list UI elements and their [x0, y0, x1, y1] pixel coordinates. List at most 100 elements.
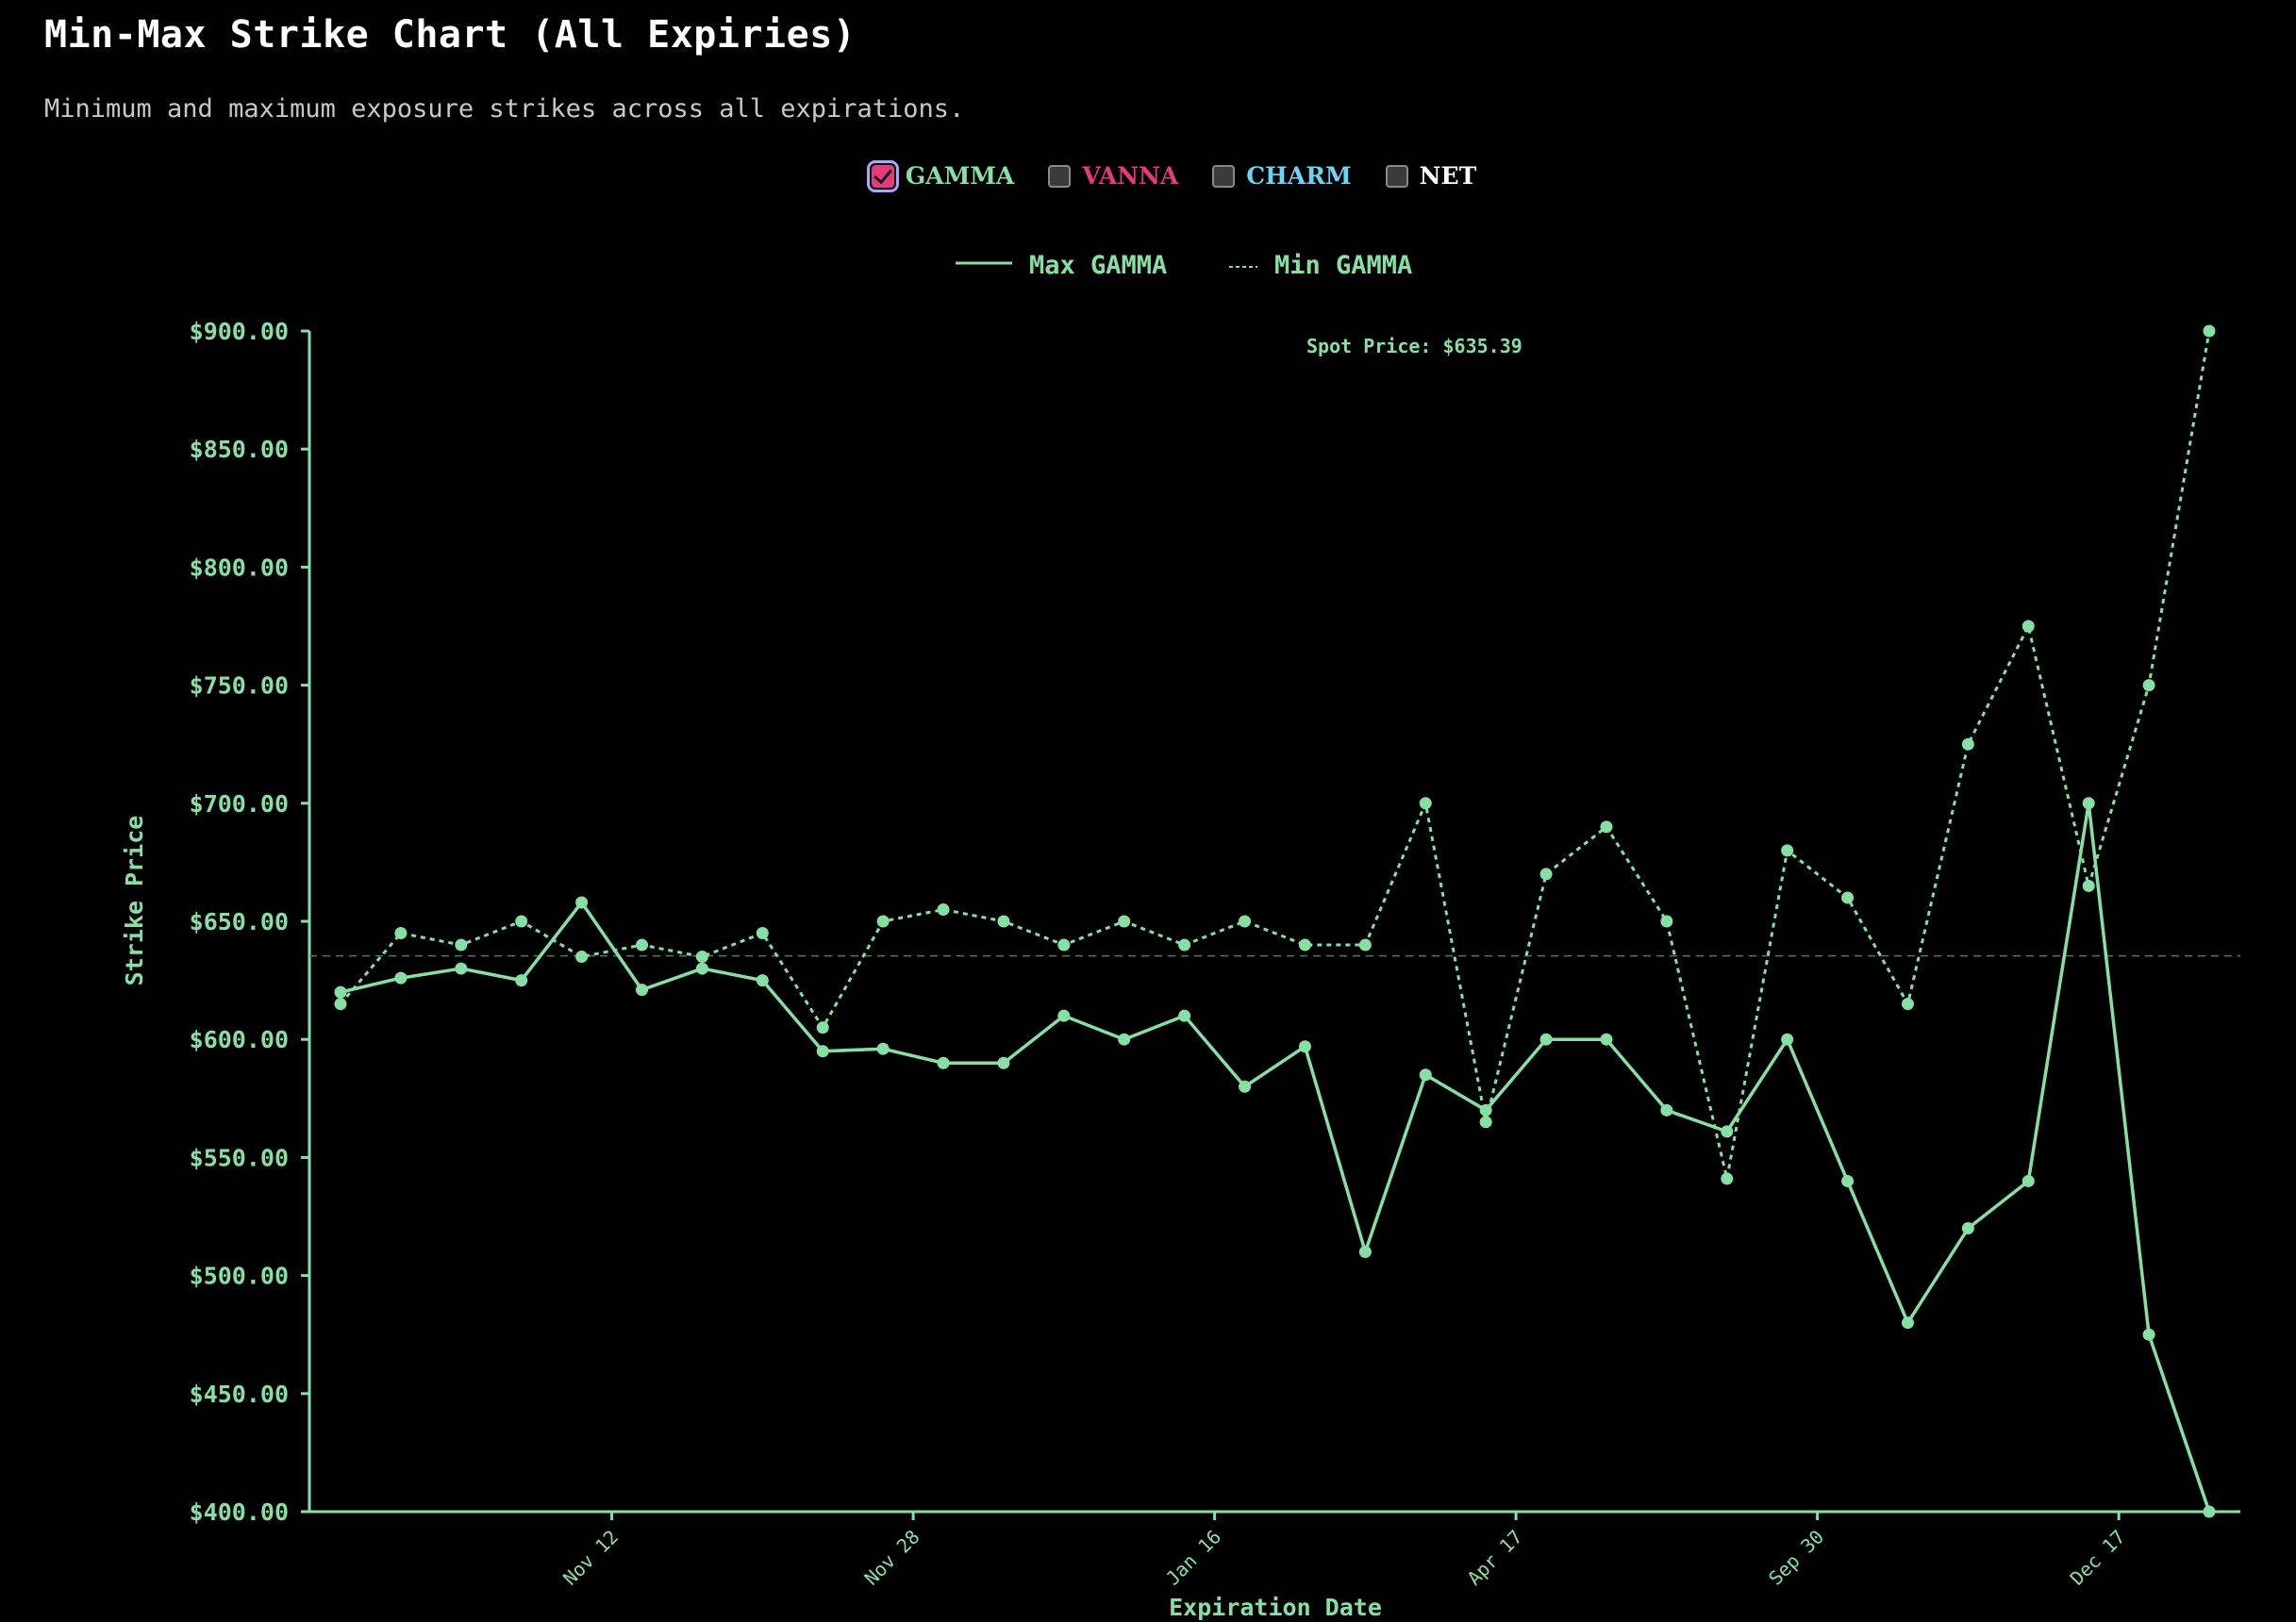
max-gamma-point [1057, 1009, 1071, 1022]
min-gamma-point [2142, 679, 2155, 692]
net-checkbox[interactable] [1385, 164, 1408, 188]
max-gamma-point [334, 985, 347, 999]
y-tick-label: $600.00 [190, 1026, 289, 1053]
y-tick-label: $900.00 [190, 318, 289, 345]
x-tick-label: Nov 28 [860, 1526, 924, 1590]
y-axis: $400.00 $450.00 $500.00 $550.00 $600.00 $650.… [190, 318, 311, 1526]
max-gamma-point [575, 896, 589, 909]
series-group [334, 324, 2216, 1518]
chart-legend: Max GAMMA Min GAMMA [956, 251, 1412, 280]
max-gamma-point [394, 971, 408, 985]
max-gamma-point [816, 1045, 829, 1058]
max-gamma-point [1721, 1125, 1734, 1138]
min-gamma-point [2203, 324, 2216, 338]
page-title: Min-Max Strike Chart (All Expiries) [44, 13, 857, 57]
x-axis: Nov 12 Nov 28 Jan 16 Apr 17 Sep 30 Dec 17 [309, 1510, 2240, 1590]
max-gamma-point [2021, 1174, 2035, 1187]
spot-price-label: Spot Price: $635.39 [1306, 335, 1522, 357]
max-gamma-point [1178, 1009, 1191, 1022]
min-gamma-point [455, 938, 468, 952]
max-gamma-point [1118, 1033, 1131, 1046]
max-gamma-point [2203, 1505, 2216, 1518]
max-gamma-point [1358, 1246, 1372, 1259]
min-gamma-point [1781, 844, 1794, 857]
max-gamma-point [695, 962, 708, 975]
min-gamma-point [1539, 868, 1553, 881]
max-gamma-point [937, 1056, 950, 1069]
min-gamma-point [394, 927, 408, 940]
x-tick-label: Dec 17 [2066, 1526, 2130, 1590]
max-gamma-point [2142, 1328, 2155, 1341]
min-gamma-point [2082, 879, 2095, 892]
max-gamma-point [1660, 1103, 1673, 1117]
y-axis-label: Strike Price [121, 816, 148, 986]
min-gamma-point [636, 938, 649, 952]
charm-checkbox[interactable] [1212, 164, 1236, 188]
min-gamma-point [1419, 797, 1432, 810]
min-gamma-point [937, 902, 950, 916]
x-axis-label: Expiration Date [1169, 1594, 1382, 1621]
max-gamma-point [515, 974, 528, 987]
toggle-gamma[interactable]: GAMMA [866, 159, 1015, 192]
min-gamma-point [1239, 915, 1252, 928]
min-gamma-point [1118, 915, 1131, 928]
max-gamma-point [756, 974, 769, 987]
toggle-charm[interactable]: CHARM [1212, 162, 1352, 190]
charm-label: CHARM [1246, 162, 1352, 190]
vanna-checkbox[interactable] [1048, 164, 1072, 188]
max-gamma-point [2082, 797, 2095, 810]
max-gamma-point [1781, 1033, 1794, 1046]
y-tick-label: $650.00 [190, 908, 289, 935]
vanna-label: VANNA [1082, 162, 1179, 190]
max-gamma-point [1239, 1080, 1252, 1093]
y-tick-label: $700.00 [190, 790, 289, 818]
x-tick-label: Jan 16 [1161, 1526, 1225, 1590]
x-tick-label: Apr 17 [1463, 1526, 1527, 1590]
x-tick-label: Sep 30 [1764, 1526, 1828, 1590]
min-gamma-point [1721, 1172, 1734, 1185]
y-tick-label: $500.00 [190, 1263, 289, 1290]
min-gamma-point [1660, 915, 1673, 928]
max-gamma-point [1901, 1316, 1914, 1330]
y-tick-label: $750.00 [190, 672, 289, 700]
toggle-vanna[interactable]: VANNA [1048, 162, 1178, 190]
y-tick-label: $400.00 [190, 1498, 289, 1526]
gamma-checkbox[interactable] [866, 159, 899, 192]
min-gamma-point [575, 951, 589, 964]
max-gamma-point [1419, 1068, 1432, 1082]
min-gamma-point [1178, 938, 1191, 952]
min-gamma-point [1600, 820, 1613, 834]
max-gamma-point [1600, 1033, 1613, 1046]
min-gamma-point [1479, 1116, 1492, 1129]
max-gamma-point [455, 962, 468, 975]
y-tick-label: $450.00 [190, 1381, 289, 1408]
min-gamma-point [876, 915, 890, 928]
min-gamma-point [1901, 998, 1914, 1011]
min-gamma-point [695, 951, 708, 964]
min-gamma-point [997, 915, 1010, 928]
y-tick-label: $550.00 [190, 1144, 289, 1171]
spot-price-marker: Spot Price: $635.39 [309, 335, 2240, 957]
min-gamma-point [515, 915, 528, 928]
min-gamma-point [1298, 938, 1311, 952]
min-gamma-point [1358, 938, 1372, 952]
min-gamma-point [1841, 891, 1855, 904]
max-gamma-point [1841, 1174, 1855, 1187]
legend-max-label: Max GAMMA [1029, 251, 1167, 280]
y-tick-label: $800.00 [190, 554, 289, 581]
max-gamma-point [997, 1056, 1010, 1069]
max-gamma-point [1298, 1040, 1311, 1053]
max-gamma-point [1539, 1033, 1553, 1046]
min-gamma-point [334, 998, 347, 1011]
min-gamma-line [339, 330, 2211, 1181]
x-tick-label: Nov 12 [558, 1526, 623, 1590]
min-gamma-point [756, 927, 769, 940]
toggle-net[interactable]: NET [1385, 162, 1476, 190]
gamma-label: GAMMA [905, 162, 1015, 190]
max-gamma-line [340, 802, 2211, 1513]
min-gamma-point [816, 1021, 829, 1034]
y-tick-label: $850.00 [190, 436, 289, 463]
min-gamma-point [1057, 938, 1071, 952]
legend-min-label: Min GAMMA [1274, 251, 1412, 280]
